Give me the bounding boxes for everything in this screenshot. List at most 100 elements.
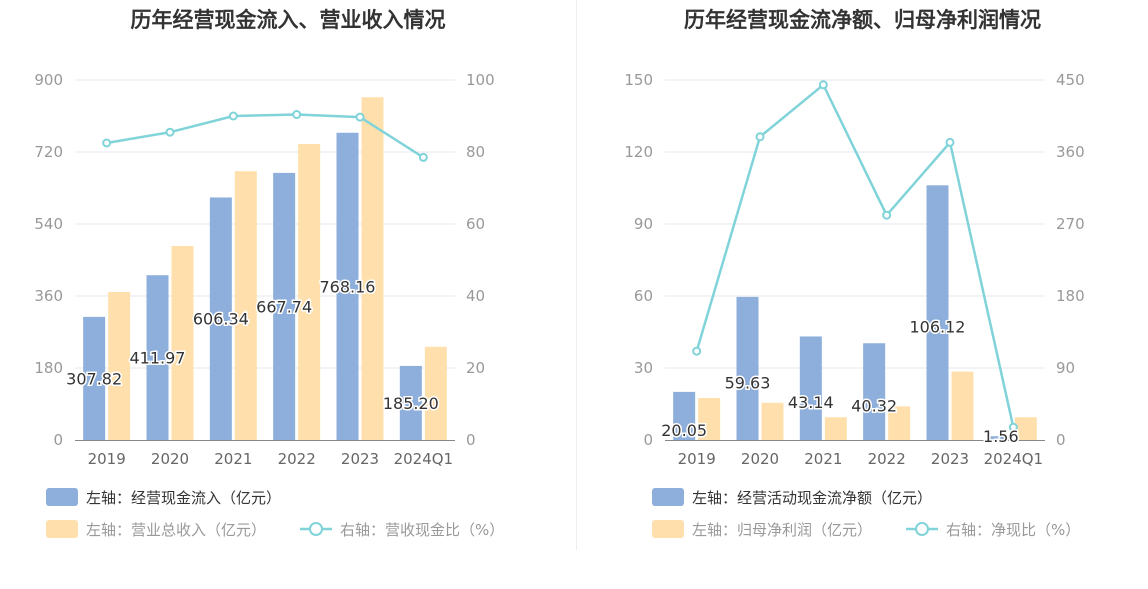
bar-cash-inflow <box>209 197 232 440</box>
right-axis-tick-label: 90 <box>1056 359 1075 377</box>
legend-label: 左轴：归母净利润（亿元） <box>692 521 872 539</box>
bar-cash-inflow <box>399 365 422 440</box>
legend-swatch <box>46 520 78 538</box>
legend-label: 右轴：营收现金比（%） <box>340 521 504 539</box>
ratio-point <box>228 111 238 121</box>
data-label: 40.32 <box>851 397 897 416</box>
legend-label: 右轴：净现比（%） <box>946 521 1080 539</box>
left-axis-tick-label: 60 <box>634 287 653 305</box>
ratio-point <box>292 110 302 120</box>
bar-net-cash-flow <box>736 296 759 440</box>
data-label: 1.56 <box>983 427 1019 446</box>
left-axis-tick-label: 900 <box>34 71 63 89</box>
right-axis-tick-label: 100 <box>466 71 495 89</box>
ratio-point <box>755 132 765 142</box>
x-axis-tick-label: 2022 <box>278 450 316 468</box>
left-axis-tick-label: 720 <box>34 143 63 161</box>
x-axis-tick-label: 2023 <box>931 450 969 468</box>
ratio-point <box>102 138 112 148</box>
right-axis-tick-label: 80 <box>466 143 485 161</box>
ratio-point <box>355 112 365 122</box>
left-chart-svg: 0 180 360 540 720 900 0 20 40 60 80 100 2019 2020 2021… <box>34 71 504 539</box>
data-label: 667.74 <box>256 297 312 316</box>
x-axis-tick-label: 2020 <box>741 450 779 468</box>
chart-title: 历年经营现金流净额、归母净利润情况 <box>684 8 1041 32</box>
x-axis-tick-label: 2021 <box>804 450 842 468</box>
left-axis-tick-label: 90 <box>634 215 653 233</box>
data-label: 185.20 <box>383 394 439 413</box>
bar-net-profit <box>698 398 721 440</box>
left-axis-tick-label: 180 <box>34 359 63 377</box>
bar-revenue <box>298 144 321 440</box>
right-axis-tick-label: 0 <box>1056 431 1066 449</box>
bar-revenue <box>108 292 131 440</box>
right-axis-tick-label: 20 <box>466 359 485 377</box>
left-axis-tick-label: 0 <box>643 431 653 449</box>
bar-revenue <box>424 346 447 440</box>
bar-cash-inflow <box>273 172 296 441</box>
bar-net-profit <box>824 417 847 440</box>
bar-net-profit <box>1014 417 1037 440</box>
x-axis-tick-label: 2022 <box>868 450 906 468</box>
data-label: 43.14 <box>788 393 834 412</box>
data-label: 20.05 <box>661 421 707 440</box>
legend-label: 左轴：经营活动现金流净额（亿元） <box>692 489 932 507</box>
x-axis-tick-label: 2021 <box>214 450 252 468</box>
right-axis-tick-label: 180 <box>1056 287 1085 305</box>
ratio-point <box>165 127 175 137</box>
data-label: 606.34 <box>193 310 249 329</box>
x-axis-tick-label: 2020 <box>151 450 189 468</box>
bar-net-cash-flow <box>926 185 949 440</box>
ratio-point <box>692 346 702 356</box>
left-chart-panel: 历年经营现金流入、营业收入情况 0 180 360 540 720 900 0 20 40 60 8… <box>0 0 576 560</box>
bar-revenue <box>171 246 194 440</box>
legend-swatch <box>652 488 684 506</box>
legend-label: 左轴：经营现金流入（亿元） <box>86 489 281 507</box>
bar-net-cash-flow <box>863 343 886 440</box>
right-axis-tick-label: 60 <box>466 215 485 233</box>
legend-label: 左轴：营业总收入（亿元） <box>86 521 266 539</box>
left-axis-tick-label: 150 <box>624 71 653 89</box>
data-label: 307.82 <box>66 369 122 388</box>
left-axis-tick-label: 540 <box>34 215 63 233</box>
bar-net-cash-flow <box>799 336 822 440</box>
legend-marker <box>309 522 323 536</box>
x-axis-tick-label: 2019 <box>678 450 716 468</box>
legend-swatch <box>652 520 684 538</box>
ratio-point <box>882 210 892 220</box>
bar-cash-inflow <box>146 275 169 440</box>
bar-net-profit <box>761 402 784 440</box>
left-axis-tick-label: 0 <box>53 431 63 449</box>
data-label: 768.16 <box>320 277 376 296</box>
left-axis-tick-label: 360 <box>34 287 63 305</box>
ratio-point <box>418 152 428 162</box>
legend-swatch <box>46 488 78 506</box>
right-chart-panel: 历年经营现金流净额、归母净利润情况 0 30 60 90 120 150 0 90 180 270… <box>577 0 1148 560</box>
bar-net-cash-flow <box>989 436 1012 440</box>
chart-title: 历年经营现金流入、营业收入情况 <box>130 8 446 32</box>
bar-cash-inflow <box>336 132 359 440</box>
data-label: 59.63 <box>725 373 771 392</box>
bar-revenue <box>361 97 384 440</box>
bar-net-cash-flow <box>673 391 696 440</box>
bar-net-profit <box>951 371 974 440</box>
x-axis-tick-label: 2024Q1 <box>394 450 454 468</box>
panel-divider <box>576 0 577 550</box>
right-chart-svg: 0 30 60 90 120 150 0 90 180 270 360 450 2019 2020 2021… <box>624 71 1085 539</box>
x-axis-tick-label: 2023 <box>341 450 379 468</box>
ratio-point <box>1008 422 1018 432</box>
data-label: 106.12 <box>910 318 966 337</box>
right-axis-tick-label: 450 <box>1056 71 1085 89</box>
ratio-line <box>695 82 1015 428</box>
ratio-line <box>106 113 425 159</box>
right-axis-tick-label: 40 <box>466 287 485 305</box>
x-axis-tick-label: 2019 <box>88 450 126 468</box>
bar-net-profit <box>888 406 911 440</box>
bar-cash-inflow <box>83 316 106 440</box>
ratio-point <box>818 80 828 90</box>
data-label: 411.97 <box>130 349 186 368</box>
right-axis-tick-label: 0 <box>466 431 476 449</box>
right-axis-tick-label: 360 <box>1056 143 1085 161</box>
left-axis-tick-label: 30 <box>634 359 653 377</box>
x-axis-tick-label: 2024Q1 <box>984 450 1044 468</box>
